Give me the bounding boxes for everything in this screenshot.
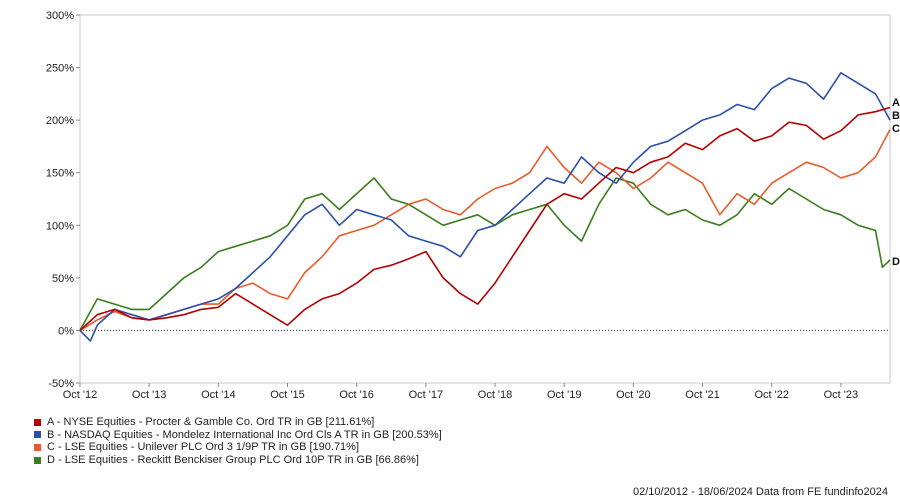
y-tick-label: 0%: [58, 325, 74, 337]
legend-swatch: [34, 418, 41, 426]
x-tick-label: Oct '22: [754, 389, 789, 401]
series-line-b: [79, 72, 891, 342]
x-tick-label: Oct '17: [409, 389, 444, 401]
x-tick-label: Oct '12: [63, 389, 98, 401]
legend-swatch: [34, 456, 41, 464]
legend-swatch: [34, 431, 41, 439]
series-lines: [79, 72, 891, 342]
legend-label: D - LSE Equities - Reckitt Benckiser Gro…: [47, 453, 419, 466]
y-tick-label: -50%: [48, 378, 74, 390]
y-tick-label: 100%: [46, 220, 74, 232]
x-tick-label: Oct '14: [201, 389, 236, 401]
series-line-d: [79, 177, 891, 331]
y-axis: -50% 0% 50% 100% 150% 200% 250% 300%: [46, 10, 80, 390]
series-end-label-a: A: [892, 97, 900, 109]
x-tick-label: Oct '18: [478, 389, 513, 401]
legend-item-b: B - NASDAQ Equities - Mondelez Internati…: [34, 429, 442, 442]
legend-item-d: D - LSE Equities - Reckitt Benckiser Gro…: [34, 454, 442, 467]
legend: A - NYSE Equities - Procter & Gamble Co.…: [34, 416, 442, 466]
x-tick-label: Oct '23: [824, 389, 859, 401]
plot-area: [79, 14, 891, 384]
legend-item-c: C - LSE Equities - Unilever PLC Ord 3 1/…: [34, 441, 442, 454]
x-tick-label: Oct '13: [132, 389, 167, 401]
plot-border: [79, 14, 891, 384]
legend-item-a: A - NYSE Equities - Procter & Gamble Co.…: [34, 416, 442, 429]
y-tick-label: 50%: [52, 273, 74, 285]
legend-swatch: [34, 443, 41, 451]
series-end-label-b: B: [892, 110, 900, 122]
x-tick-label: Oct '20: [616, 389, 651, 401]
x-tick-label: Oct '21: [685, 389, 720, 401]
x-axis: Oct '12 Oct '13 Oct '14 Oct '15 Oct '16 Oct '…: [63, 383, 858, 401]
series-line-c: [79, 129, 891, 332]
y-tick-label: 250%: [46, 63, 74, 75]
date-range-source: 02/10/2012 - 18/06/2024 Data from FE fun…: [632, 486, 888, 498]
legend-label: A - NYSE Equities - Procter & Gamble Co.…: [47, 416, 375, 428]
legend-label: C - LSE Equities - Unilever PLC Ord 3 1/…: [47, 441, 360, 454]
series-end-labels: ABC D: [892, 97, 900, 268]
series-end-label-c: C: [892, 123, 900, 135]
series-end-label-d: D: [892, 256, 900, 268]
y-tick-label: 300%: [46, 10, 74, 22]
x-tick-label: Oct '15: [270, 389, 305, 401]
y-tick-label: 150%: [46, 168, 74, 180]
series-line-a: [79, 106, 891, 331]
x-tick-label: Oct '16: [339, 389, 374, 401]
line-chart: -50%0%50%100%150%200%250%300% Oct '12 Oct…: [46, 10, 900, 401]
y-tick-label: 200%: [46, 115, 74, 127]
legend-label: B - NASDAQ Equities - Mondelez Internati…: [47, 428, 442, 441]
x-tick-label: Oct '19: [547, 389, 582, 401]
